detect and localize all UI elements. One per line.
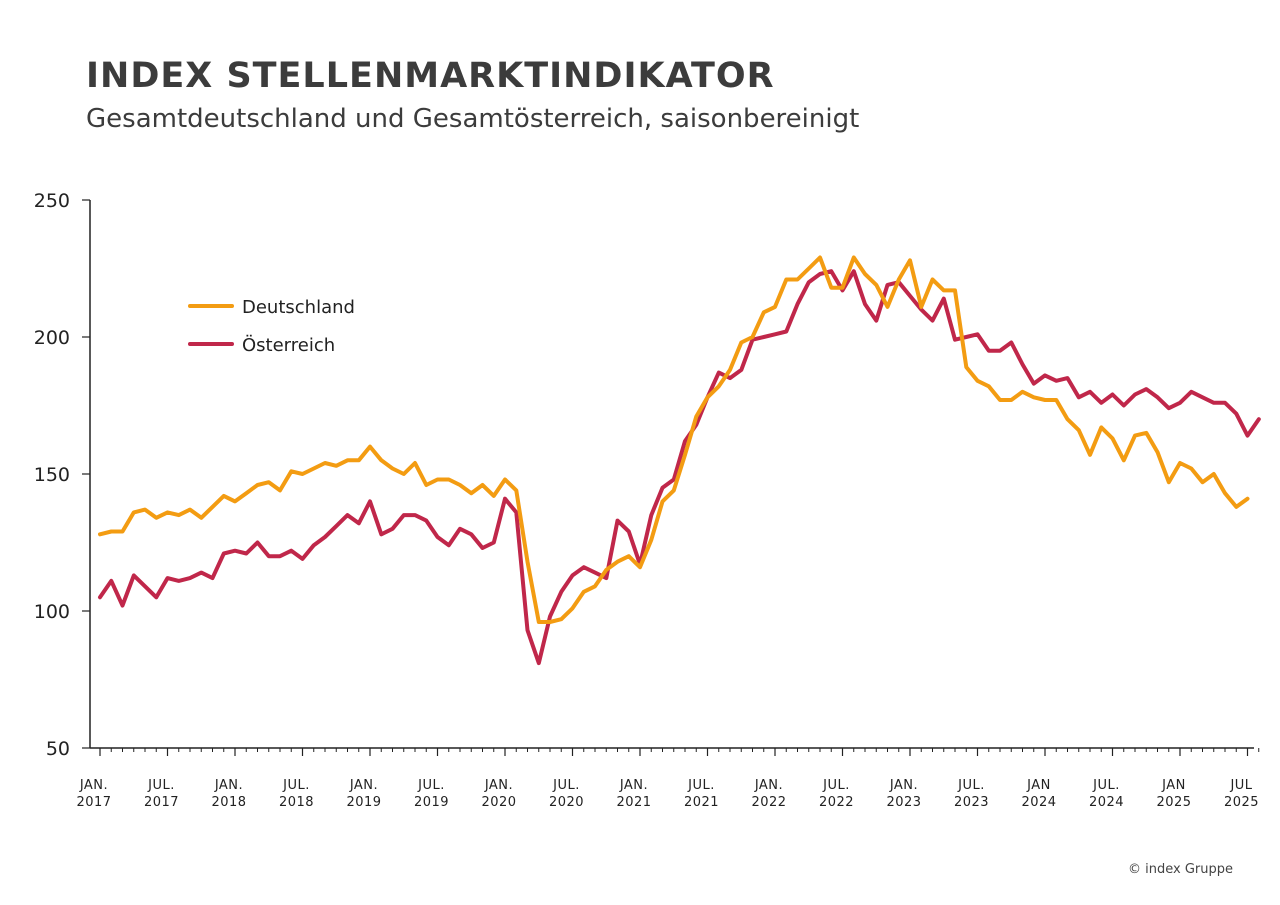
x-tick-label: JUL. 2023 bbox=[954, 778, 989, 810]
chart-subtitle: Gesamtdeutschland und Gesamtösterreich, … bbox=[86, 104, 860, 134]
legend: Deutschland Österreich bbox=[188, 297, 355, 356]
y-tick-label: 100 bbox=[34, 601, 70, 623]
series-lines bbox=[98, 255, 1261, 666]
y-tick-label: 250 bbox=[34, 190, 70, 212]
y-tick-label: 150 bbox=[34, 464, 70, 486]
y-tick-label: 200 bbox=[34, 327, 70, 349]
x-tick-label: JUL. 2024 bbox=[1089, 778, 1124, 810]
x-tick-label: JUL 2025 bbox=[1224, 778, 1259, 810]
x-tick-label: JAN. 2022 bbox=[751, 778, 786, 810]
series-line-deutschland bbox=[98, 255, 1250, 624]
x-tick-label: JAN 2024 bbox=[1021, 778, 1056, 810]
x-tick-label: JAN. 2019 bbox=[346, 778, 381, 810]
x-tick-label: JUL. 2018 bbox=[279, 778, 314, 810]
copyright-note: © index Gruppe bbox=[1128, 862, 1233, 877]
chart-title: INDEX STELLENMARKTINDIKATOR bbox=[86, 56, 775, 96]
x-tick-label: JUL. 2020 bbox=[549, 778, 584, 810]
chart-axes bbox=[89, 200, 1254, 749]
series-line--sterreich bbox=[98, 269, 1261, 666]
y-tick-label: 50 bbox=[46, 738, 70, 760]
legend-label: Deutschland bbox=[242, 297, 355, 318]
x-tick-label: JAN. 2017 bbox=[76, 778, 111, 810]
y-axis-ticks: 50 100 150 200 250 bbox=[34, 190, 90, 760]
x-axis-ticks: JAN. 2017 JUL. 2017 JAN. 2018 JUL. 2018 JAN. 2019… bbox=[76, 748, 1260, 810]
x-tick-label: JAN. 2021 bbox=[616, 778, 651, 810]
x-tick-label: JAN. 2020 bbox=[481, 778, 516, 810]
x-tick-label: JAN 2025 bbox=[1156, 778, 1191, 810]
x-tick-label: JUL. 2022 bbox=[819, 778, 854, 810]
x-tick-label: JAN. 2023 bbox=[886, 778, 921, 810]
x-tick-label: JUL. 2021 bbox=[684, 778, 719, 810]
x-tick-label: JUL. 2019 bbox=[414, 778, 449, 810]
x-tick-label: JAN. 2018 bbox=[211, 778, 246, 810]
legend-label: Österreich bbox=[242, 334, 335, 356]
x-tick-label: JUL. 2017 bbox=[144, 778, 179, 810]
